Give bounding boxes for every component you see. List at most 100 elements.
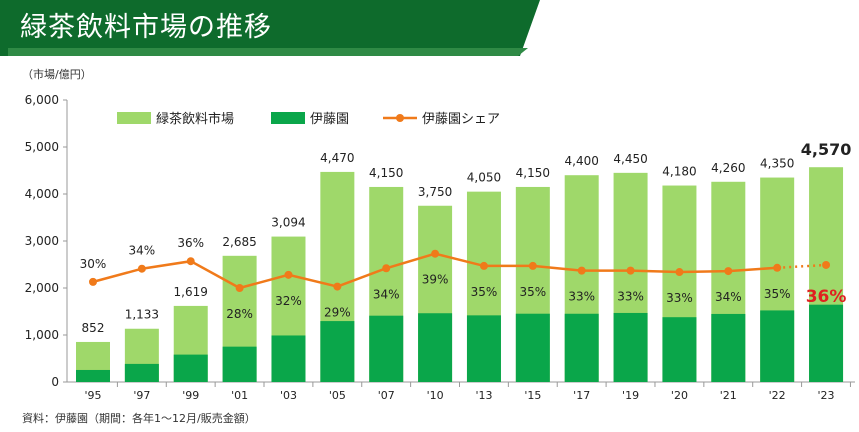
- y-tick-label: 2,000: [25, 281, 59, 295]
- bar-value-label: 4,570: [801, 140, 852, 159]
- bar-itoen: [124, 363, 159, 382]
- share-point: [626, 266, 635, 275]
- bar-value-label: 1,133: [125, 308, 159, 322]
- bar-value-label: 4,260: [711, 161, 745, 175]
- bar-value-label: 2,685: [222, 235, 256, 249]
- share-point: [235, 284, 244, 292]
- share-point: [382, 264, 391, 273]
- x-tick-label: '99: [182, 389, 199, 402]
- title-bar: 緑茶飲料市場の推移: [0, 0, 859, 56]
- legend-swatch-itoen: [271, 112, 305, 124]
- share-value-label: 33%: [617, 290, 644, 304]
- bar-itoen: [320, 321, 355, 382]
- legend-label-share: 伊藤園シェア: [422, 112, 500, 127]
- y-tick-label: 0: [51, 375, 59, 389]
- y-tick-label: 6,000: [25, 93, 59, 107]
- x-tick-label: '97: [133, 389, 150, 402]
- bar-itoen: [466, 315, 501, 382]
- x-tick-label: '10: [427, 389, 444, 402]
- legend-label-market: 緑茶飲料市場: [156, 111, 234, 127]
- share-value-label: 33%: [568, 290, 595, 304]
- bar-itoen: [173, 354, 208, 382]
- share-value-label: 30%: [80, 257, 107, 271]
- bar-itoen: [613, 312, 648, 382]
- x-tick-label: '19: [622, 389, 639, 402]
- x-tick-label: '20: [671, 389, 688, 402]
- chart-title: 緑茶飲料市場の推移: [20, 12, 272, 43]
- bar-itoen: [760, 310, 795, 382]
- x-tick-label: '03: [280, 389, 297, 402]
- x-tick-label: '05: [329, 389, 346, 402]
- share-point: [577, 266, 586, 275]
- share-value-label: 35%: [764, 287, 791, 301]
- share-value-label: 34%: [373, 287, 400, 301]
- y-axis-unit: （市場/億円）: [22, 68, 92, 81]
- share-point: [137, 264, 146, 273]
- share-value-label: 35%: [519, 285, 546, 299]
- share-point: [479, 261, 488, 270]
- legend-label-itoen: 伊藤園: [310, 112, 349, 127]
- bar-itoen: [369, 315, 404, 382]
- share-value-label: 32%: [275, 294, 302, 308]
- title-banner-shape: [0, 0, 540, 56]
- bar-value-label: 3,094: [271, 216, 305, 230]
- share-value-label: 33%: [666, 291, 693, 305]
- bar-itoen: [222, 346, 257, 382]
- bar-itoen: [711, 313, 746, 382]
- share-value-label: 28%: [226, 307, 253, 321]
- share-point: [724, 267, 733, 276]
- x-tick-label: '95: [84, 389, 101, 402]
- y-tick-label: 3,000: [25, 234, 59, 248]
- bar-itoen: [418, 313, 453, 382]
- legend-marker-share: [396, 114, 404, 122]
- bar-itoen: [564, 313, 599, 382]
- share-point: [773, 263, 782, 272]
- share-point: [528, 261, 537, 270]
- share-value-label: 39%: [422, 273, 449, 287]
- share-line-forecast: [777, 263, 827, 270]
- x-tick-label: '13: [475, 389, 492, 402]
- bar-value-label: 852: [82, 321, 105, 335]
- title-banner: [0, 0, 540, 56]
- bar-itoen: [809, 304, 844, 382]
- share-point: [89, 277, 97, 286]
- bar-value-label: 4,400: [565, 154, 599, 168]
- bar-itoen: [271, 335, 306, 382]
- bar-value-label: 4,470: [320, 151, 354, 165]
- x-tick-label: '21: [720, 389, 737, 402]
- bar-itoen: [76, 369, 110, 382]
- x-tick-label: '23: [818, 389, 835, 402]
- source-note: 資料：伊藤園（期間：各年1～12月/販売金額）: [22, 412, 256, 425]
- share-point: [822, 260, 831, 269]
- bar-itoen: [515, 313, 550, 382]
- share-point: [431, 249, 440, 258]
- share-point: [675, 268, 684, 277]
- share-value-label: 34%: [129, 244, 156, 258]
- share-point: [333, 282, 342, 291]
- legend-swatch-market: [117, 112, 151, 124]
- bar-value-label: 1,619: [174, 285, 208, 299]
- title-banner-accent: [8, 48, 528, 56]
- y-tick-label: 1,000: [25, 328, 59, 342]
- share-point: [186, 257, 195, 266]
- x-tick-label: '17: [573, 389, 590, 402]
- bar-value-label: 4,150: [516, 166, 550, 180]
- y-tick-label: 5,000: [25, 140, 59, 154]
- x-tick-label: '07: [378, 389, 395, 402]
- share-point: [284, 270, 293, 279]
- bar-value-label: 4,350: [760, 157, 794, 171]
- share-value-label: 36%: [806, 287, 847, 307]
- share-value-label: 34%: [715, 290, 742, 304]
- x-tick-label: '01: [231, 389, 248, 402]
- share-value-label: 36%: [177, 236, 204, 250]
- bar-value-label: 4,150: [369, 166, 403, 180]
- x-tick-label: '22: [769, 389, 786, 402]
- bar-itoen: [662, 317, 697, 382]
- x-tick-label: '15: [524, 389, 541, 402]
- bar-value-label: 3,750: [418, 185, 452, 199]
- bar-value-label: 4,450: [613, 152, 647, 166]
- y-tick-label: 4,000: [25, 187, 59, 201]
- chart: 0 1,000 2,000 3,000 4,000 5,000 6,000 852 '95 1,1…: [25, 93, 855, 402]
- share-value-label: 35%: [471, 285, 498, 299]
- bar-value-label: 4,180: [662, 165, 696, 179]
